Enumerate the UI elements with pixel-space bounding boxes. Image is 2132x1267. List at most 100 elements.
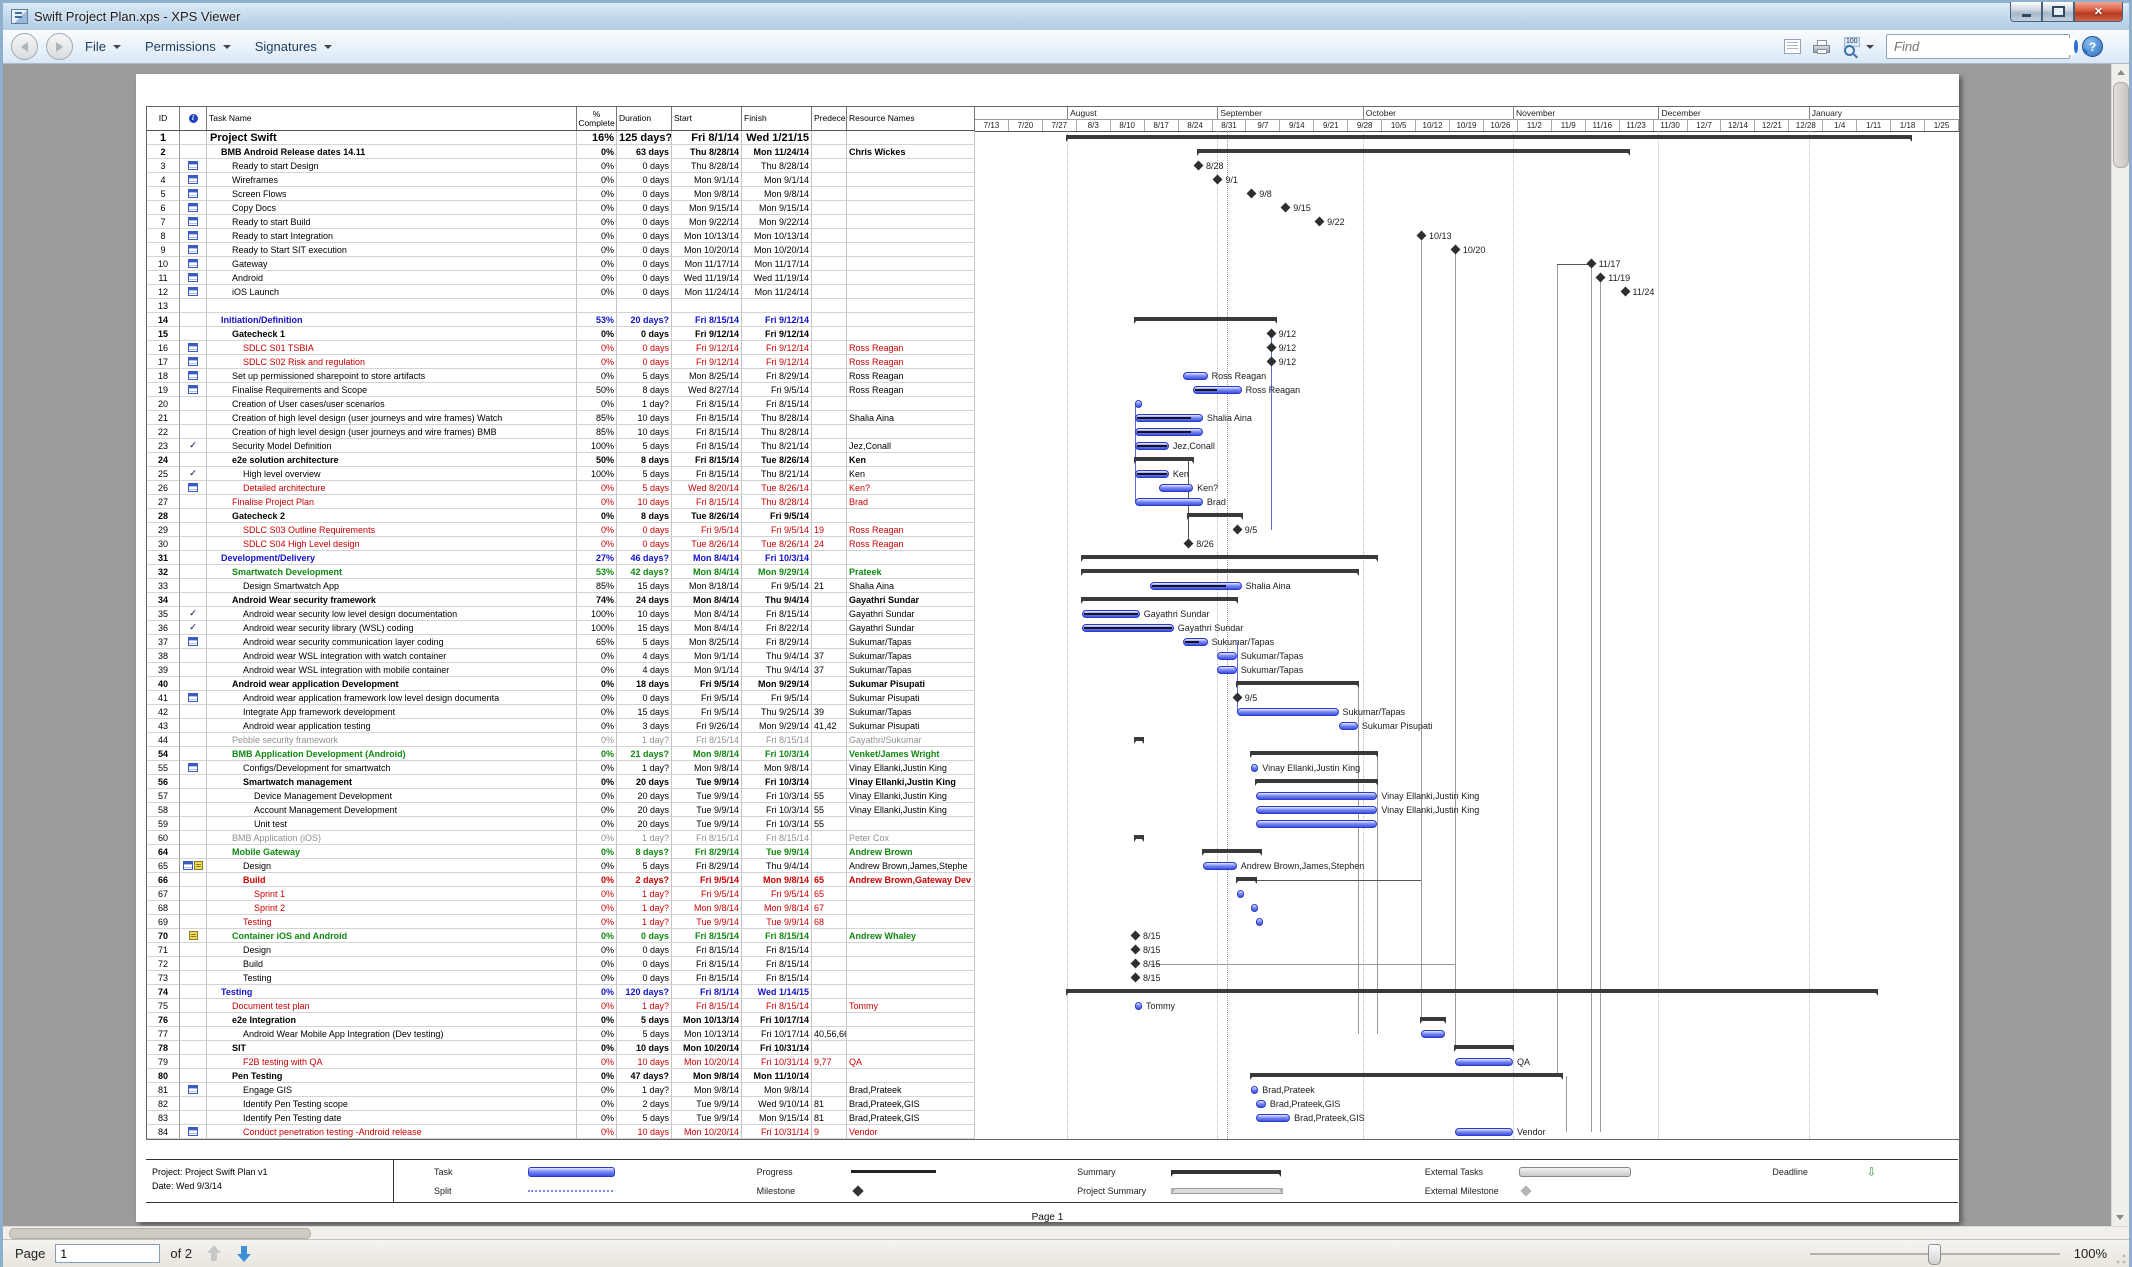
title-bar[interactable]: Swift Project Plan.xps - XPS Viewer ✕: [3, 2, 2129, 30]
gantt-summary-bar: [1201, 849, 1263, 856]
resource-names-cell: Gayathri/Sukumar: [847, 733, 975, 747]
resource-names-cell: [847, 299, 975, 313]
timeline-week-tick: 10/19: [1450, 119, 1484, 131]
menu-permissions[interactable]: Permissions: [133, 34, 243, 59]
menu-signatures[interactable]: Signatures: [243, 34, 344, 59]
finish-date-cell: Fri 8/15/14: [742, 943, 812, 957]
resize-grip-icon[interactable]: [2115, 1253, 2127, 1265]
gantt-summary-bar: [1255, 779, 1379, 786]
task-indicator-cell: [180, 859, 207, 873]
table-row: 23 ✓ Security Model Definition 100% 5 days Fr…: [147, 439, 975, 453]
finish-date-cell: Fri 8/15/14: [742, 957, 812, 971]
finish-date-cell: Fri 9/5/14: [742, 691, 812, 705]
start-date-cell: Tue 9/9/14: [672, 1097, 742, 1111]
table-row: 66 Build 0% 2 days? Fri 9/5/14 Mon 9/8/14 65 An…: [147, 873, 975, 887]
menu-file[interactable]: File: [73, 34, 133, 59]
finish-date-cell: Mon 9/15/14: [742, 1111, 812, 1125]
gantt-bar-label: Vinay Ellanki,Justin King: [1381, 805, 1480, 815]
task-id-cell: 73: [147, 971, 180, 985]
forward-button[interactable]: [46, 33, 73, 60]
task-name-cell: SDLC S03 Outline Requirements: [207, 523, 577, 537]
reading-view-button[interactable]: [1784, 39, 1801, 54]
task-id-cell: 76: [147, 1013, 180, 1027]
finish-date-cell: Fri 9/12/14: [742, 341, 812, 355]
legend-progress-sample: [850, 1170, 936, 1173]
start-date-cell: Tue 9/9/14: [672, 817, 742, 831]
table-row: 7 Ready to start Build 0% 0 days Mon 9/22/14…: [147, 215, 975, 229]
help-button[interactable]: ?: [2082, 36, 2103, 57]
predecessors-cell: [812, 215, 847, 229]
task-name-cell: Android wear application framework low l…: [207, 691, 577, 705]
zoom-slider-thumb[interactable]: [1927, 1243, 1941, 1265]
resource-names-cell: Andrew Brown,James,Stephe: [847, 859, 975, 873]
gantt-link-line: [1149, 964, 1455, 965]
resource-names-cell: [847, 243, 975, 257]
zoom-slider[interactable]: [1809, 1243, 2060, 1265]
table-row: 78 SIT 0% 10 days Mon 10/20/14 Fri 10/31/14: [147, 1041, 975, 1055]
close-button[interactable]: ✕: [2074, 2, 2123, 22]
zoom-button[interactable]: 100: [1842, 36, 1874, 56]
resource-names-cell: [847, 173, 975, 187]
vertical-scroll-thumb[interactable]: [2113, 82, 2129, 168]
duration-cell: 42 days?: [617, 565, 672, 579]
resource-names-cell: [847, 887, 975, 901]
horizontal-scrollbar[interactable]: [3, 1226, 2129, 1239]
resource-names-cell: Brad,Prateek: [847, 1083, 975, 1097]
gantt-progress-bar: [1195, 389, 1218, 391]
next-page-button[interactable]: [236, 1245, 252, 1262]
minimize-button[interactable]: [2010, 2, 2042, 22]
search-icon[interactable]: [2074, 40, 2078, 53]
finish-date-cell: Wed 1/14/15: [742, 985, 812, 999]
task-id-cell: 39: [147, 663, 180, 677]
start-date-cell: Fri 9/12/14: [672, 355, 742, 369]
scroll-up-button[interactable]: [2112, 64, 2129, 81]
task-name-cell: Android: [207, 271, 577, 285]
gantt-task-bar: [1202, 862, 1237, 870]
previous-page-button[interactable]: [206, 1245, 222, 1262]
horizontal-scroll-thumb[interactable]: [9, 1228, 311, 1239]
page-number-input[interactable]: [55, 1244, 161, 1263]
finish-date-cell: Fri 10/17/14: [742, 1027, 812, 1041]
table-row: 42 Integrate App framework development 0% 1…: [147, 705, 975, 719]
gantt-bar-label: QA: [1517, 1057, 1531, 1067]
task-id-cell: 81: [147, 1083, 180, 1097]
pct-complete-cell: 0%: [577, 915, 617, 929]
pct-complete-cell: 0%: [577, 663, 617, 677]
predecessors-cell: [812, 943, 847, 957]
start-date-cell: Fri 8/15/14: [672, 397, 742, 411]
duration-cell: 21 days?: [617, 747, 672, 761]
resource-names-cell: [847, 425, 975, 439]
task-name-cell: iOS Launch: [207, 285, 577, 299]
document-page: ID i Task Name% Complete Duration Start Finis…: [136, 74, 1960, 1223]
finish-date-cell: Fri 10/3/14: [742, 551, 812, 565]
print-button[interactable]: [1813, 39, 1830, 54]
vertical-scrollbar[interactable]: [2111, 64, 2129, 1226]
gantt-bar-label: Andrew Brown,James,Stephen: [1240, 861, 1365, 871]
find-input[interactable]: [1892, 38, 2074, 55]
table-row: 80 Pen Testing 0% 47 days? Mon 9/8/14 Mon 11/…: [147, 1069, 975, 1083]
reading-view-icon: [1784, 39, 1801, 54]
gantt-bar-label: Ross Reagan: [1211, 371, 1267, 381]
finish-date-cell: Fri 8/15/14: [742, 607, 812, 621]
zoom-dropdown-icon[interactable]: [1866, 44, 1874, 49]
finish-date-cell: Fri 10/31/14: [742, 1125, 812, 1139]
gantt-link-line: [1134, 404, 1136, 502]
gantt-task-bar: [1454, 1058, 1514, 1066]
timeline-week-tick: 10/12: [1416, 119, 1451, 131]
finish-date-cell: Fri 8/15/14: [742, 831, 812, 845]
duration-cell: 0 days: [617, 971, 672, 985]
pct-complete-cell: 0%: [577, 971, 617, 985]
back-button[interactable]: [11, 33, 38, 60]
finish-date-cell: Fri 10/3/14: [742, 817, 812, 831]
start-date-cell: Fri 8/15/14: [672, 957, 742, 971]
duration-cell: 0 days: [617, 341, 672, 355]
task-id-cell: 77: [147, 1027, 180, 1041]
predecessors-cell: 67: [812, 901, 847, 915]
table-row: 38 Android wear WSL integration with watc…: [147, 649, 975, 663]
start-date-cell: Mon 8/4/14: [672, 565, 742, 579]
resource-names-cell: Brad,Prateek,GIS: [847, 1111, 975, 1125]
gantt-bar-label: 9/15: [1293, 203, 1311, 213]
gantt-bar-label: 9/12: [1278, 357, 1297, 367]
pct-complete-cell: 0%: [577, 173, 617, 187]
maximize-button[interactable]: [2042, 2, 2074, 22]
